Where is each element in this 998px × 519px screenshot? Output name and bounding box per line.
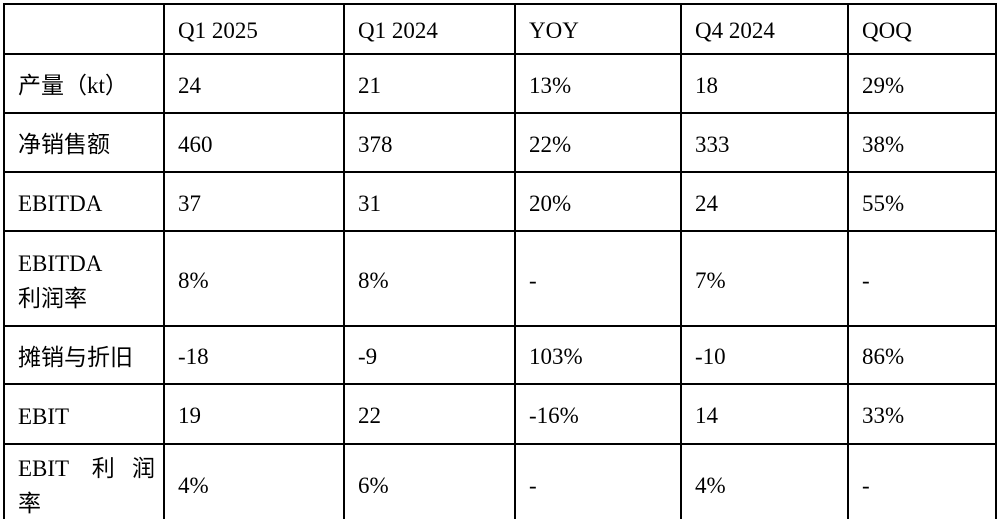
table-row: EBITDA 37 31 20% 24 55%: [3, 171, 997, 232]
row-label-line: 摊销与折旧: [18, 344, 133, 370]
data-cell: 333: [680, 112, 849, 173]
data-cell: -18: [163, 325, 345, 385]
row-label-line: 净销售额: [18, 132, 110, 157]
data-cell: -: [514, 443, 682, 519]
data-cell: 8%: [343, 230, 516, 327]
row-label-line: EBIT: [18, 403, 70, 429]
row-label: EBITDA 利润率: [3, 230, 165, 327]
data-cell: 8%: [163, 230, 345, 327]
data-cell: 4%: [163, 443, 345, 519]
data-cell: 55%: [847, 171, 997, 232]
header-cell: QOQ: [847, 3, 997, 55]
row-label: 产量（kt）: [3, 53, 165, 114]
header-cell-empty: [3, 3, 165, 55]
financial-results-table: Q1 2025 Q1 2024 YOY Q4 2024 QOQ 产量（kt） 24 21 13%…: [3, 3, 997, 519]
data-cell: 4%: [680, 443, 849, 519]
data-cell: 38%: [847, 112, 997, 173]
data-cell: 7%: [680, 230, 849, 327]
row-label-line: 率: [18, 491, 41, 516]
header-cell: Q4 2024: [680, 3, 849, 55]
row-label: EBIT 利润率: [3, 443, 165, 519]
header-cell: Q1 2024: [343, 3, 516, 55]
data-cell: 20%: [514, 171, 682, 232]
data-cell: -10: [680, 325, 849, 385]
row-label-line: EBITDA: [18, 250, 103, 276]
data-cell: 86%: [847, 325, 997, 385]
data-cell: -: [514, 230, 682, 327]
data-cell: -9: [343, 325, 516, 385]
data-cell: 6%: [343, 443, 516, 519]
data-cell: 14: [680, 383, 849, 445]
data-cell: 22%: [514, 112, 682, 173]
header-cell: YOY: [514, 3, 682, 55]
data-cell: 21: [343, 53, 516, 114]
data-cell: 13%: [514, 53, 682, 114]
data-cell: 33%: [847, 383, 997, 445]
data-cell: 19: [163, 383, 345, 445]
data-cell: 24: [163, 53, 345, 114]
table-row: EBITDA 利润率 8% 8% -7% -: [3, 230, 997, 327]
data-cell: 31: [343, 171, 516, 232]
data-cell: 24: [680, 171, 849, 232]
table-row: EBIT 19 22 -16% 14 33%: [3, 383, 997, 445]
data-cell: -: [847, 443, 997, 519]
data-cell: 378: [343, 112, 516, 173]
data-cell: -16%: [514, 383, 682, 445]
table-row: EBIT 利润率 4% 6% -4% -: [3, 443, 997, 519]
table-row: 产量（kt） 24 21 13% 18 29%: [3, 53, 997, 114]
header-row: Q1 2025 Q1 2024 YOY Q4 2024 QOQ: [3, 3, 997, 55]
row-label-line: EBITDA: [18, 191, 103, 216]
data-cell: 103%: [514, 325, 682, 385]
data-cell: -: [847, 230, 997, 327]
data-cell: 22: [343, 383, 516, 445]
row-label: EBITDA: [3, 171, 165, 232]
row-label-line: EBIT 利润: [18, 456, 155, 481]
row-label-line: 产量（kt）: [18, 73, 128, 98]
data-cell: 460: [163, 112, 345, 173]
row-label: 摊销与折旧: [3, 325, 165, 385]
data-cell: 29%: [847, 53, 997, 114]
data-cell: 18: [680, 53, 849, 114]
table-row: 净销售额 460 378 22% 333 38%: [3, 112, 997, 173]
row-label: 净销售额: [3, 112, 165, 173]
row-label-line: 利润率: [18, 285, 87, 311]
row-label: EBIT: [3, 383, 165, 445]
data-cell: 37: [163, 171, 345, 232]
header-cell: Q1 2025: [163, 3, 345, 55]
table-row: 摊销与折旧 -18 -9 103% -10 86%: [3, 325, 997, 385]
